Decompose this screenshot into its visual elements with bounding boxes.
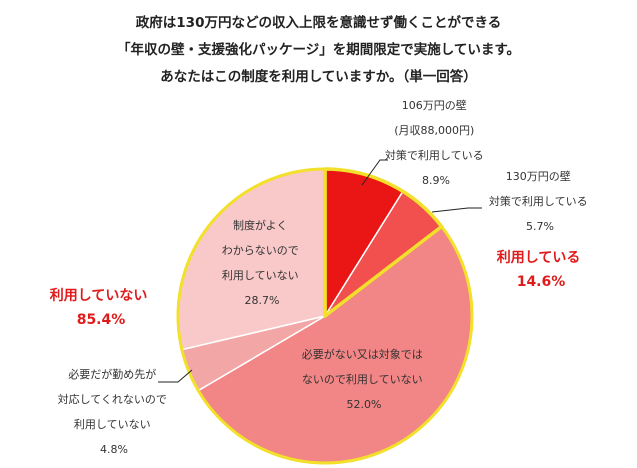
slice-5-label-line-2: わからないので (222, 244, 299, 257)
slice-5-label: 制度がよく わからないので 利用していない 28.7% (222, 218, 303, 307)
slice-3-label-line-2: ないので利用していない (302, 373, 423, 386)
leader-line-slice-2 (431, 207, 482, 213)
leader-line-slice-4 (158, 369, 193, 383)
slice-4-label-line-1: 必要だが勤め先が (68, 367, 156, 381)
group-using-value: 14.6% (517, 274, 566, 290)
slice-3-value: 52.0% (347, 398, 382, 411)
slice-4-value: 4.8% (100, 443, 128, 456)
slice-4-label: 必要だが勤め先が 対応してくれないので 利用していない 4.8% (58, 367, 171, 456)
slice-5-label-line-3: 利用していない (222, 269, 299, 282)
slice-4-label-line-3: 利用していない (74, 418, 151, 431)
slice-3-label-line-1: 必要がない又は対象では (302, 347, 423, 361)
slice-2-value: 5.7% (526, 220, 554, 233)
group-outline (323, 167, 444, 318)
group-using-outline (323, 167, 444, 318)
slice-2-label-line-1: 130万円の壁 (506, 169, 571, 183)
group-not-using-label: 利用していない 85.4% (50, 287, 152, 328)
group-not-using-value: 85.4% (77, 312, 126, 328)
slice-1-value: 8.9% (422, 174, 450, 187)
slice-1-label-line-1: 106万円の壁 (402, 98, 467, 112)
slice-5-label-line-1: 制度がよく (233, 218, 287, 232)
slice-1-label-line-3: 対策で利用している (385, 148, 484, 162)
slice-3-label: 必要がない又は対象では ないので利用していない 52.0% (302, 347, 427, 411)
leader-line-slice-1 (361, 159, 388, 186)
leader-lines (158, 159, 482, 383)
group-using-name: 利用している (497, 249, 581, 266)
title-line-1: 政府は130万円などの収入上限を意識せず働くことができる (135, 15, 502, 31)
slice-1-label-line-2: (月収88,000円) (394, 124, 474, 137)
slice-2-label: 130万円の壁 対策で利用している 5.7% (489, 169, 591, 233)
slice-1-label: 106万円の壁 (月収88,000円) 対策で利用している 8.9% (385, 98, 487, 187)
slice-4-label-line-2: 対応してくれないので (58, 392, 167, 406)
title-line-2: 「年収の壁・支援強化パッケージ」を期間限定で実施しています。 (117, 42, 520, 58)
chart-title: 政府は130万円などの収入上限を意識せず働くことができる 「年収の壁・支援強化パ… (0, 10, 637, 91)
slice-5-value: 28.7% (245, 294, 280, 307)
group-using-label: 利用している 14.6% (497, 249, 585, 290)
group-not-using-name: 利用していない (50, 287, 148, 304)
pie-slices (176, 167, 474, 465)
slice-2-label-line-2: 対策で利用している (489, 194, 588, 208)
title-line-3: あなたはこの制度を利用していますか。（単一回答） (160, 69, 477, 85)
